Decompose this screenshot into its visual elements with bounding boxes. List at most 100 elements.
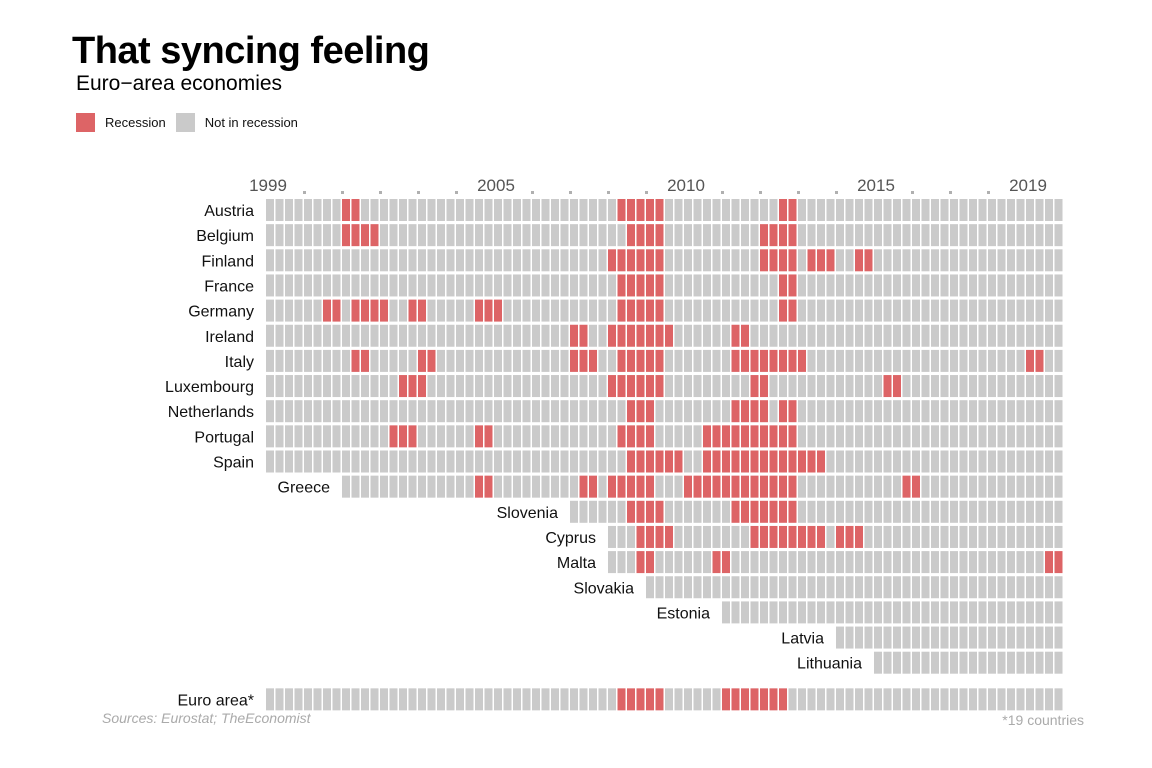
cell-cyprus-2016q1 — [912, 525, 920, 548]
cell-greece-2003q3 — [437, 475, 445, 498]
cell-slovakia-2015q2 — [883, 576, 892, 599]
cell-belgium-2010q1 — [684, 224, 692, 247]
cell-italy-2014q2 — [845, 349, 854, 372]
cell-netherlands-2017q2 — [959, 400, 968, 423]
cell-portugal-2011q3 — [741, 425, 749, 448]
cell-euro-area-2008q1 — [608, 688, 616, 711]
year-tick-2000 — [303, 191, 306, 194]
country-label-latvia: Latvia — [781, 631, 824, 648]
cell-luxembourg-2007q4 — [598, 375, 607, 398]
cell-greece-2012q4 — [788, 475, 797, 498]
cell-lithuania-2017q1 — [950, 651, 958, 674]
cell-estonia-2012q1 — [760, 601, 768, 624]
cell-ireland-2018q3 — [1007, 324, 1015, 347]
cell-finland-2003q3 — [437, 249, 445, 272]
cell-malta-2013q3 — [817, 551, 825, 574]
cell-netherlands-2003q1 — [418, 400, 426, 423]
cell-luxembourg-2013q3 — [817, 375, 825, 398]
cell-cyprus-2017q2 — [959, 525, 968, 548]
cell-netherlands-1999q3 — [285, 400, 293, 423]
cell-spain-2003q1 — [418, 450, 426, 473]
cell-slovakia-2013q4 — [826, 576, 835, 599]
cell-portugal-2017q4 — [978, 425, 987, 448]
cell-italy-2002q4 — [408, 349, 417, 372]
cell-euro-area-2005q3 — [513, 688, 521, 711]
cell-spain-2008q3 — [627, 450, 635, 473]
cell-belgium-2005q2 — [503, 224, 512, 247]
cell-malta-2014q2 — [845, 551, 854, 574]
cell-spain-2011q4 — [750, 450, 759, 473]
cell-france-2011q1 — [722, 274, 730, 297]
cell-germany-2008q2 — [617, 299, 626, 322]
cell-euro-area-2009q2 — [655, 688, 664, 711]
cell-belgium-2002q1 — [380, 224, 388, 247]
cell-luxembourg-2012q2 — [769, 375, 778, 398]
cell-austria-2002q4 — [408, 199, 417, 221]
cell-latvia-2016q3 — [931, 626, 939, 649]
cell-luxembourg-2006q1 — [532, 375, 540, 398]
cell-germany-2007q2 — [579, 299, 588, 322]
cell-slovenia-2010q4 — [712, 500, 721, 523]
cell-cyprus-2013q4 — [826, 525, 835, 548]
cell-france-2007q2 — [579, 274, 588, 297]
cell-euro-area-2007q1 — [570, 688, 578, 711]
cell-belgium-2016q2 — [921, 224, 930, 247]
cell-france-2008q4 — [636, 274, 645, 297]
cell-estonia-2014q4 — [864, 601, 873, 624]
cell-luxembourg-2011q1 — [722, 375, 730, 398]
cell-austria-2001q1 — [342, 199, 350, 221]
cell-ireland-2010q2 — [693, 324, 702, 347]
cell-germany-2003q2 — [427, 299, 436, 322]
cell-spain-2009q3 — [665, 450, 673, 473]
cell-portugal-2002q4 — [408, 425, 417, 448]
cell-france-2010q1 — [684, 274, 692, 297]
cell-estonia-2014q3 — [855, 601, 863, 624]
cell-finland-2012q2 — [769, 249, 778, 272]
cell-portugal-2005q1 — [494, 425, 502, 448]
cell-greece-2002q2 — [389, 475, 398, 498]
cell-luxembourg-2004q3 — [475, 375, 483, 398]
cell-germany-2007q3 — [589, 299, 597, 322]
cell-luxembourg-2015q2 — [883, 375, 892, 398]
cell-italy-2008q2 — [617, 349, 626, 372]
cell-ireland-2012q4 — [788, 324, 797, 347]
cell-luxembourg-2007q2 — [579, 375, 588, 398]
cell-france-2001q4 — [370, 274, 379, 297]
cell-ireland-2015q2 — [883, 324, 892, 347]
cell-luxembourg-2004q4 — [484, 375, 493, 398]
cell-slovenia-2017q4 — [978, 500, 987, 523]
cell-italy-2010q3 — [703, 349, 711, 372]
cell-euro-area-2005q1 — [494, 688, 502, 711]
cell-finland-2011q4 — [750, 249, 759, 272]
cell-greece-2001q3 — [361, 475, 369, 498]
cell-luxembourg-2017q4 — [978, 375, 987, 398]
cell-slovakia-2016q4 — [940, 576, 949, 599]
cell-luxembourg-2012q3 — [779, 375, 787, 398]
cell-euro-area-2017q2 — [959, 688, 968, 711]
cell-france-2015q2 — [883, 274, 892, 297]
cell-slovakia-2011q1 — [722, 576, 730, 599]
cell-ireland-2002q2 — [389, 324, 398, 347]
cell-italy-2004q4 — [484, 349, 493, 372]
cell-slovakia-2014q2 — [845, 576, 854, 599]
cell-lithuania-2019q1 — [1026, 651, 1034, 674]
cell-luxembourg-2011q2 — [731, 375, 740, 398]
cell-netherlands-2014q1 — [836, 400, 844, 423]
cell-euro-area-2009q3 — [665, 688, 673, 711]
cell-slovakia-2019q2 — [1035, 576, 1044, 599]
cell-austria-2011q2 — [731, 199, 740, 221]
cell-portugal-2009q3 — [665, 425, 673, 448]
cell-portugal-2006q2 — [541, 425, 550, 448]
cell-belgium-2011q1 — [722, 224, 730, 247]
cell-france-2013q1 — [798, 274, 806, 297]
cell-france-2016q3 — [931, 274, 939, 297]
row-lithuania — [874, 651, 1063, 674]
cell-luxembourg-2008q4 — [636, 375, 645, 398]
cell-greece-2019q1 — [1026, 475, 1034, 498]
cell-belgium-2015q3 — [893, 224, 901, 247]
cell-luxembourg-2002q2 — [389, 375, 398, 398]
cell-slovenia-2015q2 — [883, 500, 892, 523]
cell-netherlands-2004q4 — [484, 400, 493, 423]
cell-ireland-1999q4 — [294, 324, 303, 347]
cell-netherlands-2004q3 — [475, 400, 483, 423]
